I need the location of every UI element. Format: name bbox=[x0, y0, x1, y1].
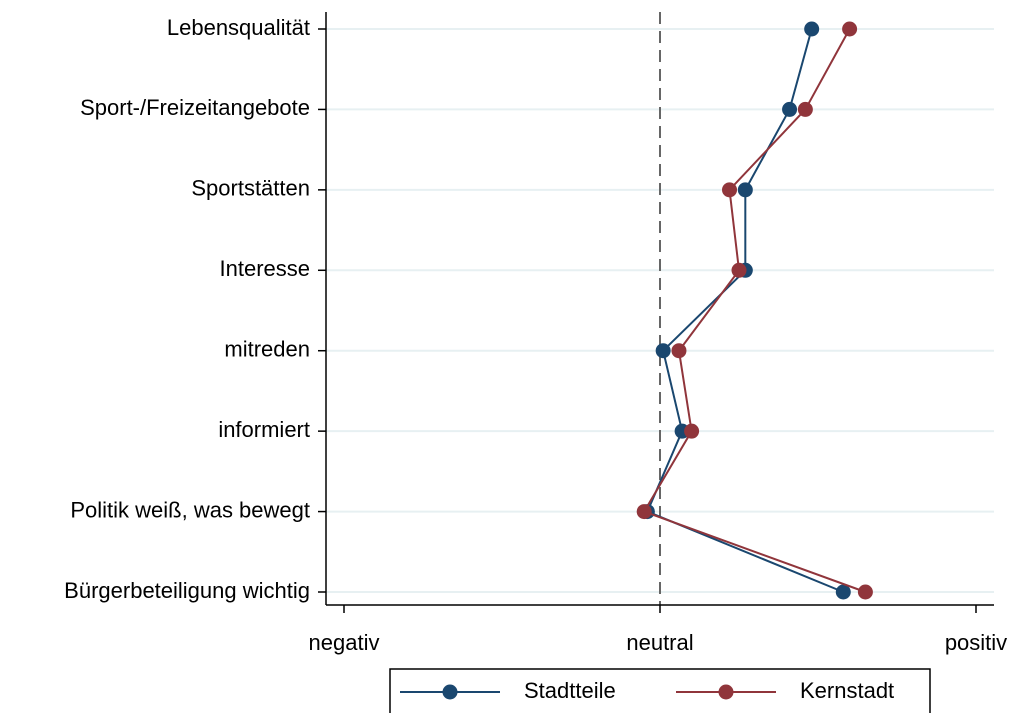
data-point bbox=[804, 21, 820, 37]
series-group bbox=[636, 21, 873, 600]
y-tick-label: Lebensqualität bbox=[167, 15, 310, 40]
y-tick-label: Bürgerbeteiligung wichtig bbox=[64, 578, 310, 603]
data-point bbox=[671, 343, 687, 359]
axes bbox=[318, 12, 994, 613]
y-tick-label: Politik weiß, was bewegt bbox=[70, 497, 310, 522]
data-point bbox=[722, 182, 738, 198]
data-point bbox=[797, 101, 813, 117]
legend-marker bbox=[442, 684, 458, 700]
x-axis-labels: negativ neutral positiv bbox=[309, 630, 1008, 655]
data-point bbox=[857, 584, 873, 600]
x-tick-label: negativ bbox=[309, 630, 380, 655]
data-point bbox=[782, 101, 798, 117]
y-tick-label: Sport-/Freizeitangebote bbox=[80, 95, 310, 120]
legend-label: Kernstadt bbox=[800, 678, 894, 703]
series-line bbox=[642, 28, 866, 593]
y-tick-label: mitreden bbox=[224, 337, 310, 362]
y-tick-label: informiert bbox=[218, 417, 310, 442]
x-tick-label: positiv bbox=[945, 630, 1007, 655]
data-point bbox=[842, 21, 858, 37]
data-point bbox=[731, 262, 747, 278]
data-point bbox=[835, 584, 851, 600]
data-point bbox=[655, 343, 671, 359]
legend-label: Stadtteile bbox=[524, 678, 616, 703]
y-axis-labels: Lebensqualität Sport-/Freizeitangebote Spo… bbox=[64, 15, 310, 603]
legend: Stadtteile Kernstadt bbox=[389, 668, 931, 713]
data-point bbox=[636, 504, 652, 520]
y-tick-label: Sportstätten bbox=[191, 176, 310, 201]
series-line bbox=[646, 28, 844, 593]
data-point bbox=[737, 182, 753, 198]
legend-marker bbox=[718, 684, 734, 700]
x-tick-label: neutral bbox=[626, 630, 693, 655]
y-tick-label: Interesse bbox=[220, 256, 311, 281]
data-point bbox=[684, 423, 700, 439]
